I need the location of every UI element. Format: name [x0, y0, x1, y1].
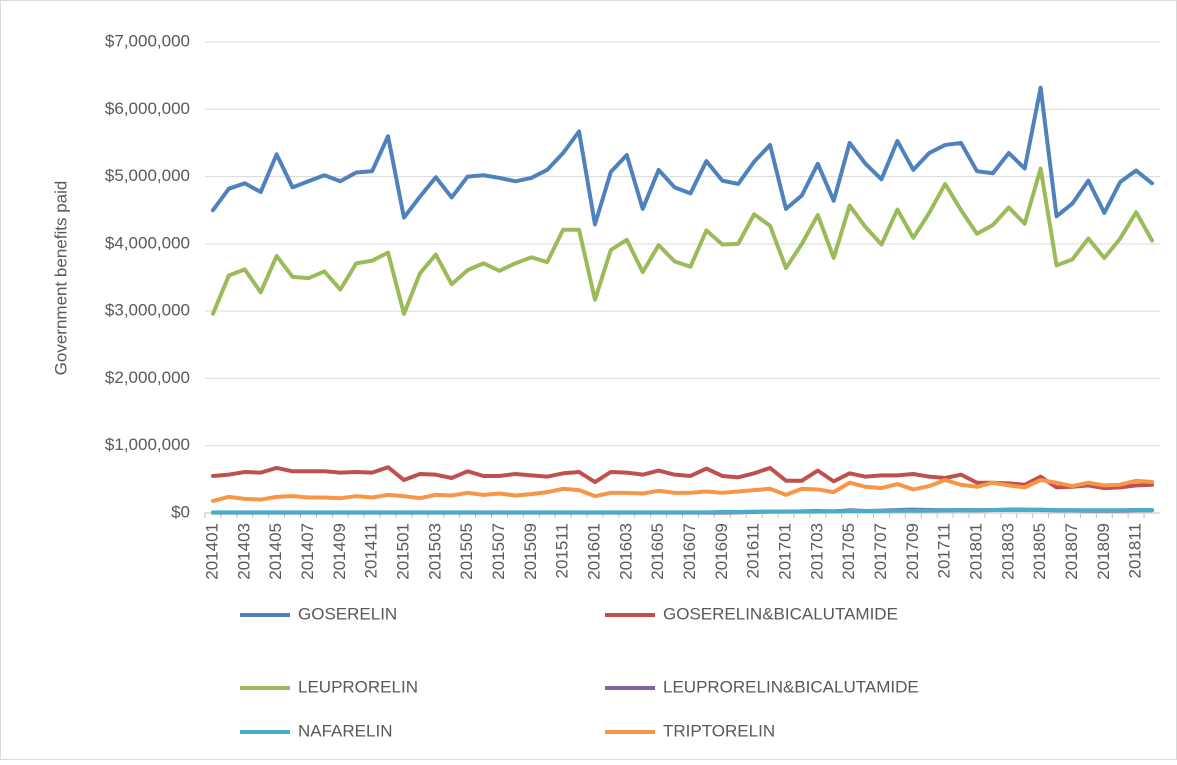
series-line [210, 166, 1155, 316]
x-tick-label: 201409 [330, 523, 349, 580]
x-tick-label: 201509 [521, 523, 540, 580]
legend-label: TRIPTORELIN [663, 721, 775, 740]
series-line [210, 507, 1155, 515]
y-tick-label: $4,000,000 [105, 233, 190, 252]
y-tick-label: $5,000,000 [105, 166, 190, 185]
x-tick-label: 201809 [1094, 523, 1113, 580]
x-tick-label: 201405 [266, 523, 285, 580]
x-tick-label: 201601 [584, 523, 603, 580]
x-tick-label: 201605 [648, 523, 667, 580]
x-tick-label: 201411 [362, 523, 381, 578]
x-tick-label: 201503 [425, 523, 444, 580]
x-tick-label: 201507 [489, 523, 508, 580]
y-tick-label: $1,000,000 [105, 435, 190, 454]
x-tick-label: 201807 [1062, 523, 1081, 580]
x-tick-label: 201511 [553, 523, 572, 578]
x-tick-label: 201811 [1126, 523, 1145, 578]
x-tick-label: 201701 [775, 523, 794, 580]
y-tick-label: $7,000,000 [105, 31, 190, 50]
x-tick-label: 201611 [744, 523, 763, 578]
y-tick-label: $6,000,000 [105, 99, 190, 118]
y-axis-title: Government benefits paid [51, 181, 70, 376]
y-tick-label: $3,000,000 [105, 301, 190, 320]
x-tick-label: 201711 [935, 523, 954, 578]
x-tick-label: 201703 [807, 523, 826, 580]
y-tick-label: $0 [171, 502, 190, 521]
x-tick-label: 201407 [298, 523, 317, 580]
y-tick-label: $2,000,000 [105, 368, 190, 387]
x-tick-label: 201401 [202, 523, 221, 580]
x-tick-label: 201607 [680, 523, 699, 580]
series-line [210, 478, 1155, 503]
x-tick-label: 201705 [839, 523, 858, 580]
series-line [210, 85, 1155, 227]
legend-label: GOSERELIN&BICALUTAMIDE [663, 604, 898, 623]
legend-label: LEUPRORELIN&BICALUTAMIDE [663, 677, 919, 696]
x-tick-label: 201609 [712, 523, 731, 580]
x-tick-label: 201501 [393, 523, 412, 580]
x-tick-label: 201603 [616, 523, 635, 580]
x-tick-label: 201803 [998, 523, 1017, 580]
x-tick-label: 201403 [234, 523, 253, 580]
x-tick-label: 201707 [871, 523, 890, 580]
legend-label: LEUPRORELIN [298, 677, 418, 696]
x-tick-label: 201801 [966, 523, 985, 580]
legend-label: NAFARELIN [298, 721, 392, 740]
x-tick-label: 201805 [1030, 523, 1049, 580]
legend-label: GOSERELIN [298, 604, 397, 623]
x-tick-label: 201505 [457, 523, 476, 580]
x-tick-label: 201709 [903, 523, 922, 580]
